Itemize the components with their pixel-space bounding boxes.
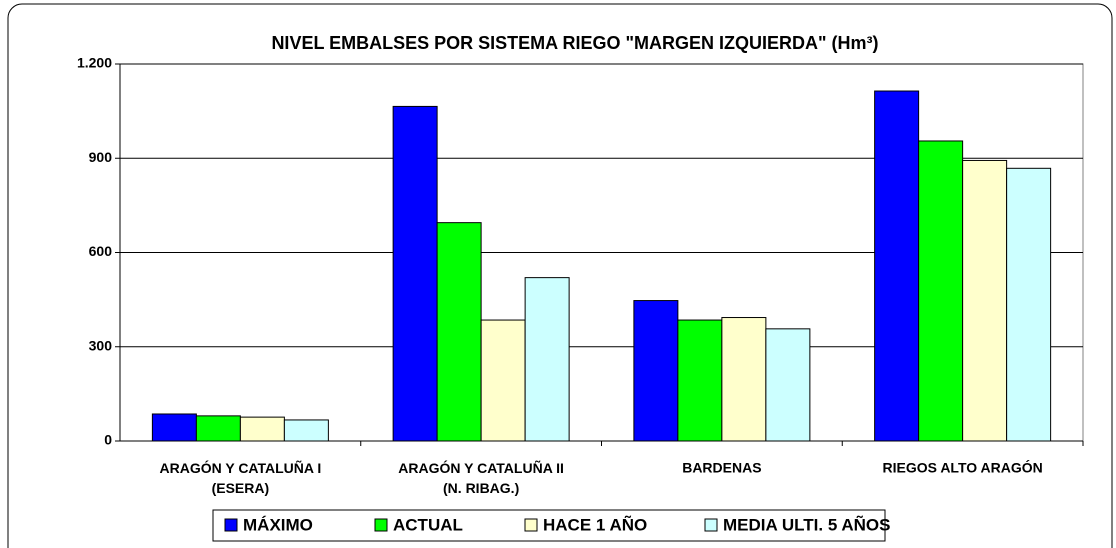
bar	[962, 159, 1008, 442]
x-tick-label: ARAGÓN Y CATALUÑA II (N. RIBAG.)	[398, 459, 564, 496]
y-tick-label: 300	[89, 337, 113, 353]
y-tick-label: 900	[89, 149, 113, 165]
bar	[195, 415, 241, 442]
legend-swatch	[374, 518, 388, 532]
y-tick-label: 600	[89, 243, 113, 259]
bar	[480, 319, 526, 442]
x-tick-label: RIEGOS ALTO ARAGÓN	[883, 459, 1043, 476]
bar	[918, 140, 964, 442]
bar	[765, 328, 811, 442]
legend-box	[212, 509, 886, 542]
legend-swatch	[224, 518, 238, 532]
bar	[524, 277, 570, 442]
y-tick-label: 1.200	[77, 55, 112, 71]
legend-label: HACE 1 AÑO	[543, 514, 647, 534]
legend-label: MEDIA ULTI. 5 AÑOS	[723, 514, 891, 534]
x-tick-label: ARAGÓN Y CATALUÑA I (ESERA)	[159, 459, 321, 496]
bar	[239, 416, 285, 442]
legend-swatch	[524, 518, 538, 532]
bar	[151, 413, 197, 442]
bar	[1006, 167, 1052, 442]
bar	[283, 419, 329, 442]
bar	[721, 317, 767, 442]
y-tick-label: 0	[104, 432, 112, 448]
bar	[874, 90, 920, 442]
bar	[677, 319, 723, 442]
bar	[436, 222, 482, 442]
bar	[633, 300, 679, 442]
legend-label: ACTUAL	[393, 515, 463, 534]
legend-swatch	[704, 518, 718, 532]
legend-label: MÁXIMO	[243, 515, 313, 534]
chart-title: NIVEL EMBALSES POR SISTEMA RIEGO "MARGEN…	[271, 33, 878, 53]
bar	[392, 105, 438, 442]
x-tick-label: BARDENAS	[682, 460, 761, 476]
